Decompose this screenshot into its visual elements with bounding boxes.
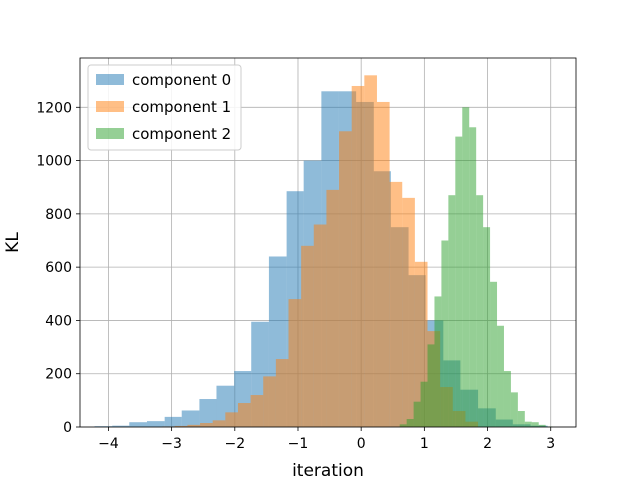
histogram-bar (538, 424, 546, 427)
histogram-bar (427, 344, 435, 427)
x-tick-label: −2 (224, 436, 245, 452)
x-tick-label: −3 (161, 436, 182, 452)
histogram-bar (200, 423, 213, 427)
legend-swatch (96, 74, 124, 85)
y-tick-label: 1200 (36, 100, 72, 116)
plot-frame (79, 57, 577, 428)
histogram-bar (301, 245, 314, 427)
x-tick-label: −4 (98, 436, 119, 452)
histogram-bar (376, 101, 390, 427)
histogram-bar (112, 425, 130, 427)
legend-swatch (96, 128, 124, 139)
histogram-bar (490, 281, 498, 427)
legend-swatch (96, 101, 124, 112)
histogram-bar (413, 401, 421, 427)
histogram-bar (288, 299, 302, 427)
histogram-bar (250, 395, 264, 427)
x-tick-label: −1 (288, 436, 309, 452)
histogram-bar (199, 399, 217, 427)
histogram-bar (263, 376, 276, 427)
histogram-bar (402, 197, 415, 427)
x-tick-label: 3 (546, 436, 555, 452)
histogram-bar (389, 181, 403, 427)
histogram-bar (517, 411, 525, 427)
histogram-bar (531, 422, 539, 427)
histogram-bar (455, 136, 463, 427)
histogram-bar (181, 410, 200, 427)
histogram-bar (469, 127, 477, 428)
legend-label: component 1 (132, 98, 231, 116)
y-tick-label: 1000 (36, 154, 72, 170)
histogram-bar (406, 419, 414, 427)
histogram-bar (503, 371, 511, 427)
series-1-bars (162, 75, 479, 427)
histogram-bar (483, 227, 491, 427)
histogram-bar (275, 359, 289, 427)
histogram-bar (129, 422, 147, 427)
histogram-bar (476, 195, 484, 427)
histogram-bar (364, 75, 377, 427)
histogram-bar (399, 424, 407, 427)
legend-box (87, 64, 242, 151)
histogram-bar (339, 131, 352, 427)
bars (94, 75, 553, 428)
y-tick-label: 600 (45, 260, 72, 276)
y-tick-label: 800 (45, 207, 72, 223)
histogram-bar (462, 107, 470, 427)
histogram-bar (351, 85, 365, 427)
histogram-bar (326, 189, 340, 427)
axis-ticks: −4 −3 −2 −1 0 1 2 3 0 200 400 600 800 1000 1200 (36, 100, 555, 452)
y-tick-label: 0 (63, 420, 72, 436)
series-2-bars (399, 107, 553, 428)
legend-label: component 2 (132, 125, 231, 143)
histogram-bar (497, 325, 504, 427)
histogram-bar (164, 416, 182, 427)
histogram-bar (237, 403, 251, 427)
x-tick-label: 0 (357, 436, 366, 452)
legend: component 0 component 1 component 2 (87, 64, 242, 151)
histogram-bar (212, 420, 226, 427)
histogram-bar (225, 412, 238, 427)
histogram-bar (510, 392, 518, 427)
histogram-bar (146, 421, 165, 427)
x-tick-label: 2 (483, 436, 492, 452)
x-tick-label: 1 (420, 436, 429, 452)
histogram-bar (524, 421, 532, 427)
histogram-bar (441, 240, 449, 427)
histogram-bar (448, 195, 456, 427)
histogram-bar (420, 381, 428, 427)
histogram-bar (313, 224, 327, 427)
y-axis-label: KL (3, 232, 23, 253)
histogram-bar (187, 424, 201, 427)
x-axis-label: iteration (292, 461, 364, 480)
y-tick-label: 400 (45, 313, 72, 329)
legend-label: component 0 (132, 71, 231, 89)
histogram-bar (174, 425, 188, 427)
histogram-bar (434, 296, 442, 427)
y-tick-label: 200 (45, 367, 72, 383)
